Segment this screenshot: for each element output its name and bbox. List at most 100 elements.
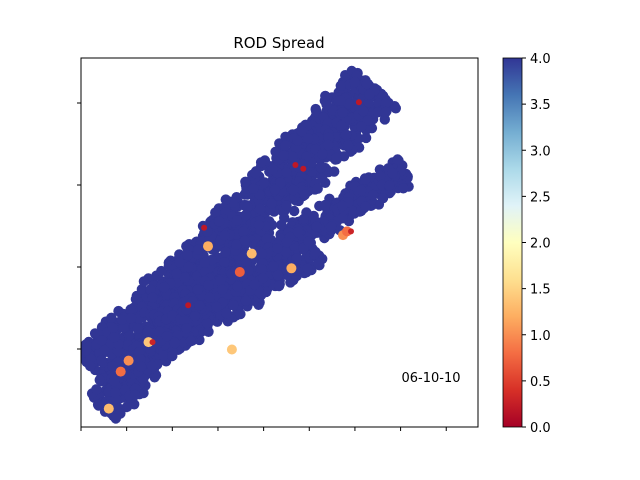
data-point: [220, 246, 231, 258]
data-point: [138, 276, 150, 287]
data-point: [281, 237, 292, 248]
data-point: [255, 157, 267, 168]
data-point: [189, 311, 201, 322]
data-point: [336, 120, 347, 131]
data-point: [335, 95, 346, 107]
colorbar-tick-label: 1.5: [530, 283, 551, 298]
data-point: [158, 350, 169, 361]
data-point: [238, 226, 249, 237]
colorbar-tick-label: 2.5: [530, 190, 551, 205]
data-point: [201, 318, 213, 329]
data-point: [364, 89, 375, 100]
data-point: [147, 292, 158, 303]
data-point: [275, 177, 286, 188]
data-point: [94, 374, 106, 386]
highlight-point: [355, 99, 362, 106]
data-point: [367, 189, 379, 201]
data-point: [337, 200, 348, 212]
x-axis-ticks: [80, 427, 447, 431]
data-point: [232, 281, 243, 292]
colorbar-tick-label: 4.0: [530, 52, 551, 67]
data-point: [240, 176, 251, 187]
data-point: [256, 248, 268, 259]
data-point: [278, 150, 289, 161]
data-point: [85, 360, 96, 372]
data-point: [356, 121, 367, 132]
y-axis-ticks: [77, 102, 81, 350]
data-point: [107, 361, 118, 372]
data-point: [292, 226, 304, 238]
data-point: [342, 140, 354, 151]
data-point: [387, 167, 398, 179]
data-point: [360, 174, 371, 185]
data-point: [289, 205, 300, 217]
data-point: [217, 284, 228, 295]
data-point: [329, 166, 340, 177]
colorbar-tick-label: 0.0: [530, 421, 551, 436]
data-point: [204, 292, 215, 303]
data-point: [99, 344, 110, 356]
colorbar-tick-label: 3.0: [530, 144, 551, 159]
data-point: [193, 244, 204, 255]
highlight-point: [149, 339, 156, 346]
data-point: [219, 230, 230, 241]
data-point: [116, 314, 128, 325]
data-point: [181, 323, 192, 334]
data-point: [121, 401, 133, 413]
data-point: [362, 115, 374, 126]
data-point: [256, 264, 268, 275]
data-point: [398, 183, 409, 194]
plot-frame: [80, 57, 479, 428]
data-point: [203, 326, 214, 337]
data-point: [273, 280, 285, 292]
data-point: [361, 78, 372, 90]
data-point: [321, 99, 332, 110]
highlight-point: [103, 403, 114, 414]
data-point: [125, 313, 137, 324]
data-point: [106, 312, 117, 323]
data-point: [358, 106, 369, 117]
colorbar-tick-label: 2.0: [530, 237, 551, 252]
highlight-point: [234, 267, 245, 277]
data-point: [125, 304, 136, 315]
data-point: [194, 300, 205, 311]
data-point: [315, 162, 327, 173]
data-point: [363, 97, 374, 108]
data-point: [390, 103, 401, 114]
data-point: [268, 261, 279, 272]
data-point: [310, 247, 321, 258]
data-point: [298, 213, 309, 225]
data-point: [192, 284, 204, 295]
data-point: [360, 132, 372, 144]
colorbar-tick-label: 3.5: [530, 98, 551, 113]
colorbar-tick-label: 0.5: [530, 375, 551, 390]
colorbar-ticks: 0.0 0.5 1.0 1.5 2.0 2.5 3.0 3.5 4.0: [522, 52, 551, 436]
data-point: [249, 279, 260, 290]
highlight-point: [292, 162, 299, 168]
highlight-point: [226, 344, 237, 355]
data-point: [239, 235, 251, 246]
data-point: [110, 413, 122, 424]
data-point: [349, 76, 360, 88]
data-point: [303, 133, 314, 144]
data-point: [138, 373, 149, 385]
data-point: [185, 335, 197, 347]
data-point: [272, 269, 284, 281]
data-point: [335, 80, 346, 92]
data-point: [235, 308, 246, 320]
highlight-point: [203, 241, 213, 252]
data-point: [261, 233, 272, 245]
highlight-point: [246, 248, 257, 259]
data-point: [199, 257, 210, 268]
data-point: [219, 257, 230, 268]
highlight-point: [300, 165, 307, 172]
data-point: [287, 151, 298, 162]
data-point: [107, 322, 118, 334]
data-point: [146, 360, 158, 372]
data-point: [280, 140, 291, 151]
data-point: [311, 221, 322, 232]
data-point: [213, 216, 225, 227]
data-point: [375, 170, 386, 182]
data-point: [272, 243, 283, 254]
data-point: [215, 275, 226, 287]
